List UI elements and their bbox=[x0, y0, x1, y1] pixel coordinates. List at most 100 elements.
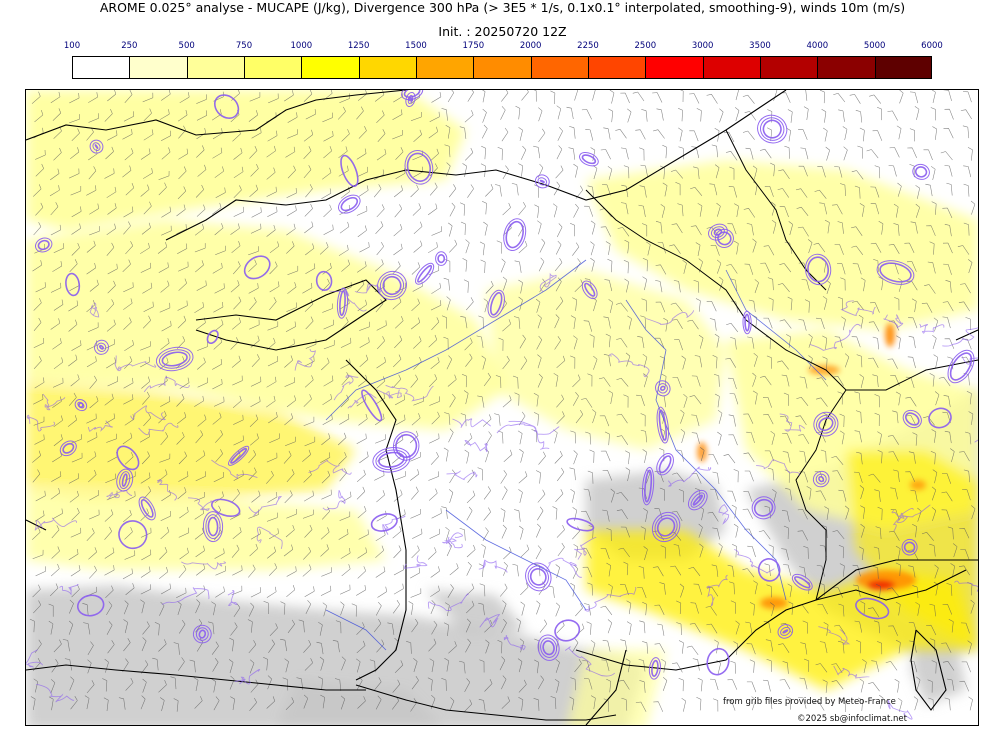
divergence-contour bbox=[757, 558, 781, 582]
divergence-contour bbox=[818, 417, 834, 432]
coast-line bbox=[345, 359, 407, 681]
divergence-cell bbox=[370, 513, 398, 532]
divergence-contour bbox=[658, 455, 672, 474]
colorbar-divider bbox=[874, 56, 876, 79]
divergence-contour bbox=[315, 270, 333, 291]
divergence-contour bbox=[74, 399, 88, 412]
river-line bbox=[325, 609, 387, 651]
colorbar-divider bbox=[588, 56, 589, 79]
divergence-contour bbox=[947, 349, 975, 384]
divergence-cell bbox=[751, 496, 776, 520]
colorbar-divider bbox=[702, 56, 704, 79]
divergence-cell bbox=[405, 91, 416, 108]
colorbar-swatch bbox=[358, 56, 416, 79]
coast-line bbox=[575, 559, 978, 671]
divergence-cell bbox=[706, 647, 730, 676]
divergence-cell bbox=[757, 558, 781, 582]
colorbar-swatch bbox=[588, 56, 646, 79]
wind-barb-field bbox=[29, 90, 976, 713]
colorbar-tick-label: 100 bbox=[63, 41, 81, 51]
divergence-contour bbox=[503, 218, 527, 251]
divergence-cell bbox=[947, 349, 975, 384]
divergence-cell bbox=[912, 163, 930, 180]
divergence-contour bbox=[534, 174, 550, 189]
figure-title: AROME 0.025° analyse - MUCAPE (J/kg), Di… bbox=[99, 0, 906, 15]
coastline bbox=[26, 90, 978, 725]
map-canvas bbox=[26, 90, 978, 725]
colorbar-swatch bbox=[760, 56, 818, 79]
divergence-contour bbox=[155, 346, 194, 372]
divergence-cell bbox=[656, 452, 674, 476]
divergence-contour bbox=[89, 139, 104, 154]
colorbar-tick-label: 2500 bbox=[634, 41, 657, 51]
divergence-contour bbox=[527, 565, 549, 589]
divergence-contour bbox=[537, 177, 548, 186]
divergence-cell bbox=[34, 237, 53, 253]
terrain-area bbox=[278, 680, 441, 725]
cape-hotspot bbox=[697, 442, 707, 462]
divergence-contour bbox=[807, 256, 830, 283]
colorbar-divider bbox=[244, 56, 245, 79]
divergence-cell bbox=[581, 280, 598, 300]
divergence-cell bbox=[202, 511, 224, 543]
divergence-contour bbox=[403, 90, 421, 98]
divergence-contour bbox=[581, 154, 597, 165]
colorbar-swatch bbox=[530, 56, 588, 79]
colorbar-tick-label: 2250 bbox=[577, 41, 599, 51]
coast-line bbox=[585, 649, 627, 725]
coast-line bbox=[195, 279, 387, 351]
divergence-cell bbox=[340, 154, 359, 188]
divergence-cell bbox=[928, 407, 952, 429]
colorbar-divider bbox=[129, 56, 131, 79]
divergence-contour bbox=[537, 634, 560, 661]
divergence-contour bbox=[192, 624, 212, 644]
divergence-contour bbox=[654, 514, 678, 540]
divergence-cell bbox=[89, 139, 104, 154]
divergence-contour bbox=[690, 492, 706, 508]
divergence-contour bbox=[753, 498, 774, 517]
divergence-cell bbox=[118, 520, 148, 550]
divergence-contour bbox=[902, 409, 922, 429]
coast-line bbox=[910, 629, 947, 711]
divergence-cell bbox=[503, 218, 527, 251]
divergence-contour bbox=[928, 407, 952, 429]
divergence-cell bbox=[655, 380, 671, 397]
divergence-cell bbox=[435, 251, 448, 266]
divergence-contour bbox=[804, 253, 832, 286]
divergence-contour bbox=[648, 657, 661, 680]
divergence-contour bbox=[658, 409, 668, 441]
data-source-credit: from grib files provided by Meteo-France bbox=[723, 697, 896, 707]
divergence-contour bbox=[903, 541, 916, 553]
cape-area bbox=[486, 270, 726, 450]
divergence-contour bbox=[714, 228, 734, 248]
divergence-contour bbox=[692, 494, 703, 506]
divergence-cell bbox=[361, 389, 383, 422]
init-time: Init. : 20250720 12Z bbox=[438, 24, 567, 39]
divergence-cell bbox=[401, 90, 424, 101]
divergence-contour bbox=[687, 489, 708, 511]
divergence-contour bbox=[65, 272, 81, 297]
divergence-contour bbox=[338, 194, 361, 214]
divergence-contour bbox=[815, 414, 836, 434]
cape-hotspot bbox=[760, 597, 788, 609]
divergence-contour bbox=[905, 412, 920, 426]
colorbar-swatch bbox=[702, 56, 760, 79]
divergence-cell bbox=[554, 619, 581, 642]
colorbar-swatch bbox=[874, 56, 932, 79]
divergence-contour bbox=[656, 452, 674, 476]
colorbar-tick-label: 6000 bbox=[921, 41, 943, 51]
divergence-contour bbox=[949, 352, 973, 381]
wind-barbs bbox=[29, 90, 976, 713]
divergence-contour bbox=[340, 154, 359, 188]
border-line bbox=[355, 684, 617, 721]
colorbar-swatch bbox=[301, 56, 359, 79]
divergence-contour bbox=[876, 260, 915, 285]
divergence-contour bbox=[525, 562, 552, 592]
divergence-cell bbox=[211, 498, 241, 518]
divergence-contour bbox=[59, 440, 77, 457]
divergence-contour bbox=[405, 91, 416, 108]
divergence-contour bbox=[657, 383, 668, 394]
divergence-contour bbox=[158, 349, 191, 369]
colorbar-swatch bbox=[72, 56, 130, 79]
divergence-contour bbox=[710, 226, 725, 238]
